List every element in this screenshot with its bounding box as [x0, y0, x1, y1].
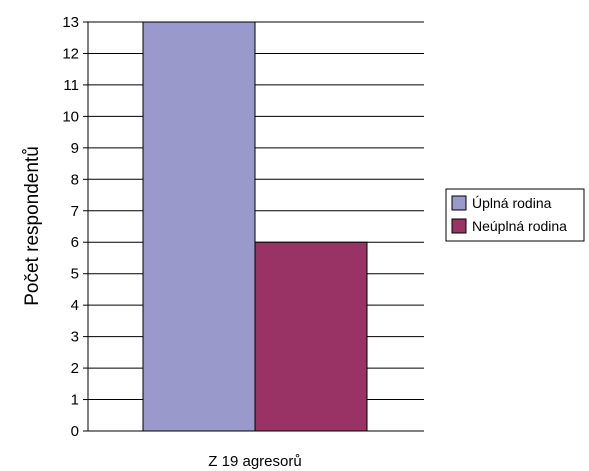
bar-uplna-rodina [142, 21, 256, 432]
legend-swatch-neuplna-rodina [451, 218, 467, 234]
y-tick-label-2: 2 [71, 360, 79, 377]
bar-neuplna-rodina [254, 241, 368, 432]
legend-box [445, 188, 585, 242]
y-axis-title: Počet respondentů [22, 146, 43, 306]
y-tick-label-3: 3 [71, 329, 79, 346]
y-tick-label-12: 12 [62, 45, 79, 62]
category-label: Z 19 agresorů [208, 453, 301, 470]
bars [142, 21, 368, 432]
y-tick-label-5: 5 [71, 266, 79, 283]
legend-label-neuplna-rodina: Neúplná rodina [472, 218, 567, 234]
legend: Úplná rodina Neúplná rodina [445, 188, 585, 242]
y-tick-label-13: 13 [62, 14, 79, 31]
y-tick-label-11: 11 [63, 77, 79, 94]
y-tick-label-10: 10 [62, 108, 79, 125]
y-tick-label-6: 6 [71, 234, 79, 251]
y-tick-label-9: 9 [71, 140, 79, 157]
y-tick-label-8: 8 [71, 171, 79, 188]
y-tick-label-0: 0 [71, 423, 79, 440]
y-tick-label-1: 1 [71, 392, 79, 409]
y-tick-label-4: 4 [71, 297, 79, 314]
y-tick-label-7: 7 [71, 203, 79, 220]
legend-label-uplna-rodina: Úplná rodina [472, 195, 552, 211]
legend-swatch-uplna-rodina [451, 195, 467, 211]
